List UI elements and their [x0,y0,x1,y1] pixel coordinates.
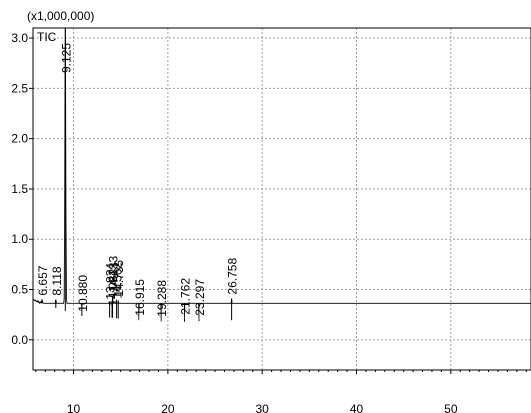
peak-label: 14.082 [106,269,120,306]
y-tick-label: 1.0 [11,232,28,246]
trace-layer [32,27,531,321]
peak-label: 26.758 [226,258,240,295]
peak-label: 13.824 [104,263,118,300]
peak-label: 21.762 [178,278,192,315]
peak-label: 19.288 [155,280,169,317]
peak-label: 8.118 [50,266,64,295]
x-tick-label: 20 [161,402,175,413]
y-tick-label: 0.0 [11,333,28,347]
peak-label: 14.133 [107,256,121,293]
y-tick-label: 2.0 [11,132,28,146]
x-tick-label: 10 [67,402,81,413]
y-tick-label: 1.5 [11,182,28,196]
x-tick-label: 30 [256,402,270,413]
y-tick-label: 0.5 [11,283,28,297]
peak-label: 14.735 [112,260,126,297]
series-label: TIC [37,30,57,44]
peak-label: 6.657 [36,265,50,295]
grid-layer [33,28,531,370]
y-axis-multiplier: (x1,000,000) [27,9,94,23]
x-tick-label: 40 [350,402,364,413]
plot-frame [32,27,531,371]
peak-label: 14.562 [111,262,125,299]
peak-label: 23.297 [193,279,207,316]
peak-label: 10.880 [76,275,90,312]
peak-label: 9.125 [59,43,73,73]
x-tick-label: 50 [444,402,458,413]
y-tick-label: 2.5 [11,81,28,95]
tick-layer: 10 20 30 40 50 0.0 0.5 1.0 1.5 2.0 2.5 3.0 [11,31,527,413]
peak-label: 16.915 [133,279,147,316]
y-tick-label: 3.0 [11,31,28,45]
tic-trace [32,27,531,321]
